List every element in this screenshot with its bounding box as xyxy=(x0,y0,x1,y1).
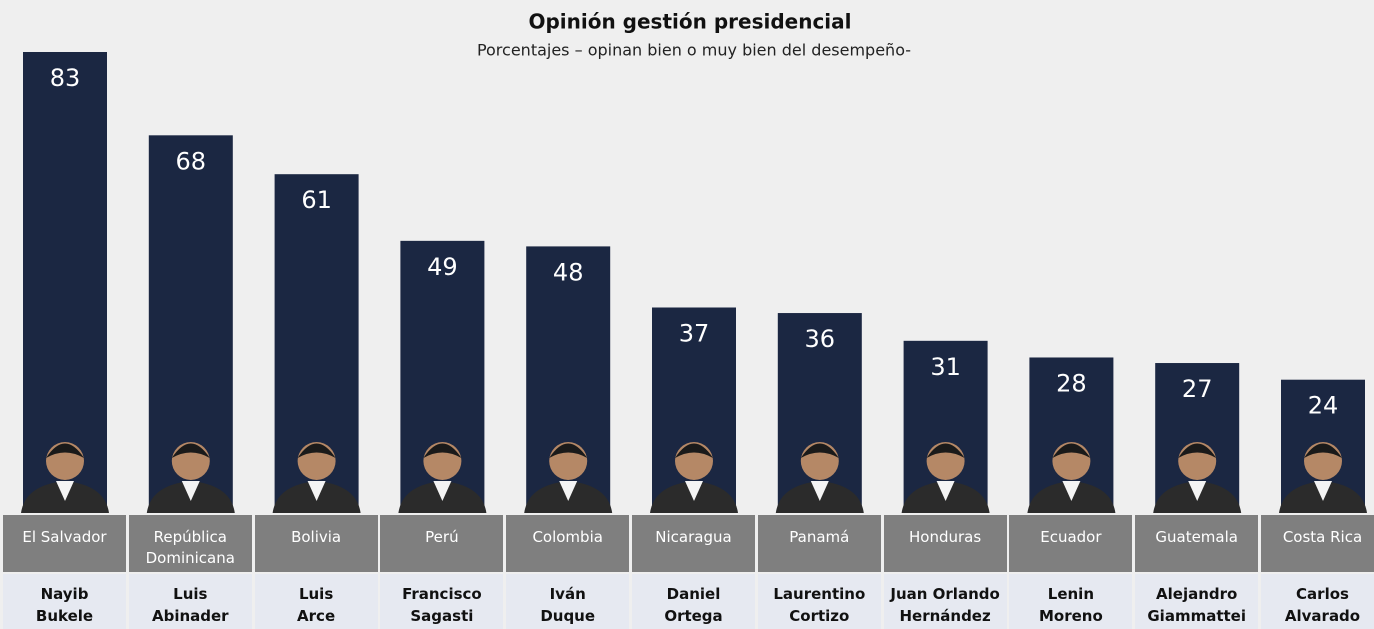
country-cell: Nicaragua xyxy=(632,515,755,572)
person-cell: Iván Duque xyxy=(506,574,630,629)
country-label: El Salvador xyxy=(22,528,107,546)
person-name: Arce xyxy=(297,607,336,625)
person-name: Hernández xyxy=(899,607,991,625)
person-name: Lenin xyxy=(1047,585,1094,603)
portrait-collar xyxy=(1188,481,1207,501)
person-cell: Lenin Moreno xyxy=(1009,574,1133,629)
person-name: Ortega xyxy=(664,607,723,625)
person-cell: Laurentino Cortizo xyxy=(757,574,881,629)
person-name: Laurentino xyxy=(773,585,866,603)
chart-title: Opinión gestión presidencial xyxy=(528,10,851,34)
value-label: 28 xyxy=(1056,369,1087,397)
portrait-hair xyxy=(675,443,713,458)
value-label: 31 xyxy=(930,353,961,381)
person-name: Abinader xyxy=(151,607,229,625)
country-cell: Perú xyxy=(380,515,504,572)
person-name: Sagasti xyxy=(410,607,474,625)
country-label: República Dominicana xyxy=(145,528,235,567)
person-cell: Carlos Alvarado xyxy=(1261,574,1374,629)
portrait-collar xyxy=(685,481,703,501)
person-cell: Francisco Sagasti xyxy=(380,574,504,629)
value-label: 61 xyxy=(301,186,332,214)
value-label: 36 xyxy=(805,325,836,353)
portrait-hair xyxy=(171,443,210,458)
person-name: Giammattei xyxy=(1147,607,1246,625)
portrait-collar xyxy=(810,481,829,501)
value-label: 48 xyxy=(553,258,584,286)
country-label: Bolivia xyxy=(291,528,342,546)
country-cell: El Salvador xyxy=(3,515,126,572)
portrait-collar xyxy=(433,481,452,501)
country-cell: República Dominicana xyxy=(128,515,252,572)
country-cell: Costa Rica xyxy=(1261,515,1374,572)
country-cell: Panamá xyxy=(757,515,881,572)
portrait-collar xyxy=(1314,481,1332,501)
person-name: Francisco xyxy=(402,585,482,603)
value-label: 24 xyxy=(1308,392,1339,420)
person-name: Alejandro xyxy=(1156,585,1238,603)
person-name: Luis xyxy=(173,585,208,603)
portrait-hair xyxy=(549,443,588,458)
chart-subtitle: Porcentajes – opinan bien o muy bien del… xyxy=(477,41,911,60)
country-cell: Honduras xyxy=(883,515,1007,572)
value-label: 27 xyxy=(1182,375,1213,403)
portrait-collar xyxy=(559,481,578,501)
person-name: Juan Orlando xyxy=(890,585,1000,603)
country-label: Perú xyxy=(425,528,459,546)
value-label: 83 xyxy=(50,64,81,92)
country-label: Guatemala xyxy=(1155,528,1238,546)
person-name: Luis xyxy=(298,585,334,603)
person-name: Moreno xyxy=(1038,607,1103,625)
value-label: 68 xyxy=(176,147,207,175)
person-cell: Daniel Ortega xyxy=(632,574,755,629)
portrait-collar xyxy=(936,481,955,501)
value-label: 37 xyxy=(679,319,710,347)
portrait-hair xyxy=(46,443,84,458)
portrait-hair xyxy=(423,443,462,458)
portrait-collar xyxy=(56,481,74,501)
portrait-hair xyxy=(1304,443,1342,458)
person-name: Carlos xyxy=(1296,585,1349,603)
country-cell: Colombia xyxy=(506,515,630,572)
person-name: Iván xyxy=(549,585,586,603)
value-label: 49 xyxy=(427,253,458,281)
person-name: Nayib xyxy=(40,585,89,603)
country-label: Panamá xyxy=(789,528,850,546)
person-cell: Luis Abinader xyxy=(128,574,252,629)
country-cell: Guatemala xyxy=(1135,515,1259,572)
portrait-collar xyxy=(1062,481,1081,501)
portrait-hair xyxy=(800,443,839,458)
portrait-collar xyxy=(307,481,326,501)
person-cell: Juan Orlando Hernández xyxy=(883,574,1007,629)
person-name: Duque xyxy=(540,607,596,625)
country-cell: Ecuador xyxy=(1009,515,1133,572)
person-name: Bukele xyxy=(35,607,94,625)
person-cell: Nayib Bukele xyxy=(3,574,126,629)
portrait-hair xyxy=(297,443,336,458)
country-label: Nicaragua xyxy=(655,528,732,546)
country-label: Ecuador xyxy=(1040,528,1102,546)
portrait-hair xyxy=(1052,443,1091,458)
portrait-hair xyxy=(1178,443,1217,458)
portrait-hair xyxy=(926,443,965,458)
portrait-collar xyxy=(181,481,200,501)
country-label: Honduras xyxy=(909,528,982,546)
country-label: Costa Rica xyxy=(1282,528,1363,546)
person-name: Cortizo xyxy=(789,607,850,625)
country-cell: Bolivia xyxy=(254,515,378,572)
person-cell: Alejandro Giammattei xyxy=(1135,574,1259,629)
person-cell: Luis Arce xyxy=(254,574,378,629)
country-label: Colombia xyxy=(532,528,603,546)
person-name: Daniel xyxy=(666,585,721,603)
bar xyxy=(23,52,107,513)
person-name: Alvarado xyxy=(1284,607,1361,625)
